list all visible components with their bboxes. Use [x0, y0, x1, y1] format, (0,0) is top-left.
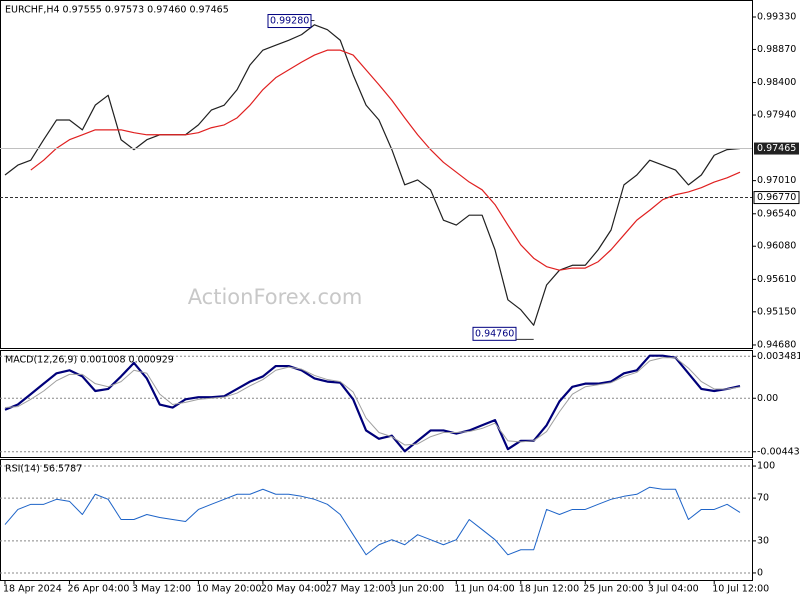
- x-tick-label: 3 Jun 20:00: [390, 584, 444, 595]
- panel-frame: [0, 350, 753, 458]
- x-tick-label: 3 May 12:00: [132, 584, 191, 595]
- x-tick-label: 27 May 12:00: [325, 584, 390, 595]
- series-line: [4, 486, 741, 556]
- panel-title: MACD(12,26,9) 0.001008 0.000929: [5, 355, 174, 366]
- last-price-label: 0.97465: [757, 143, 796, 154]
- y-tick-label: 0.00: [757, 393, 778, 404]
- watermark: ActionForex.com: [188, 285, 363, 309]
- y-tick-label: 0.94680: [757, 339, 796, 350]
- y-tick-label: 0.97010: [757, 175, 796, 186]
- y-tick-label: 100: [757, 461, 775, 472]
- x-tick-label: 3 Jul 04:00: [648, 584, 699, 595]
- y-tick-label: 0.95610: [757, 274, 796, 285]
- series-line: [4, 357, 741, 446]
- y-tick-label: 0.98870: [757, 44, 796, 55]
- y-tick-label: 0.96080: [757, 241, 796, 252]
- panel-frame: [0, 459, 753, 581]
- annotation-box: [267, 14, 312, 29]
- y-tick-label: 0.99330: [757, 11, 796, 22]
- y-tick-label: 30: [757, 535, 769, 546]
- panel-frame: [0, 0, 753, 349]
- x-tick-label: 18 Jun 12:00: [519, 584, 579, 595]
- y-tick-label: 0.003481: [757, 351, 800, 362]
- x-tick-label: 20 May 04:00: [261, 584, 326, 595]
- x-tick-label: 10 May 20:00: [196, 584, 261, 595]
- y-tick-label: 0.96540: [757, 208, 796, 219]
- y-tick-label: 0: [757, 567, 763, 578]
- y-tick-label: -0.004436: [757, 446, 800, 457]
- y-tick-label: 0.98400: [757, 77, 796, 88]
- x-tick-label: 11 Jun 04:00: [454, 584, 514, 595]
- panel-title: EURCHF,H4 0.97555 0.97573 0.97460 0.9746…: [5, 5, 229, 16]
- panel-title: RSI(14) 56.5787: [5, 464, 82, 475]
- x-tick-label: 18 Apr 2024: [3, 584, 62, 595]
- last-price-box: [754, 142, 799, 155]
- x-tick-label: 26 Apr 04:00: [67, 584, 129, 595]
- annotation-label: 0.99280: [270, 16, 309, 27]
- x-tick-label: 10 Jul 12:00: [712, 584, 769, 595]
- level-label: 0.96770: [757, 192, 796, 203]
- level-label-box: [753, 191, 800, 205]
- series-line: [30, 49, 741, 271]
- series-line: [4, 24, 741, 326]
- y-tick-label: 0.97940: [757, 110, 796, 121]
- y-tick-label: 0.95150: [757, 306, 796, 317]
- annotation-box: [472, 326, 517, 341]
- y-tick-label: 70: [757, 493, 769, 504]
- x-tick-label: 25 Jun 20:00: [583, 584, 643, 595]
- series-line: [4, 354, 741, 453]
- annotation-label: 0.94760: [475, 328, 514, 339]
